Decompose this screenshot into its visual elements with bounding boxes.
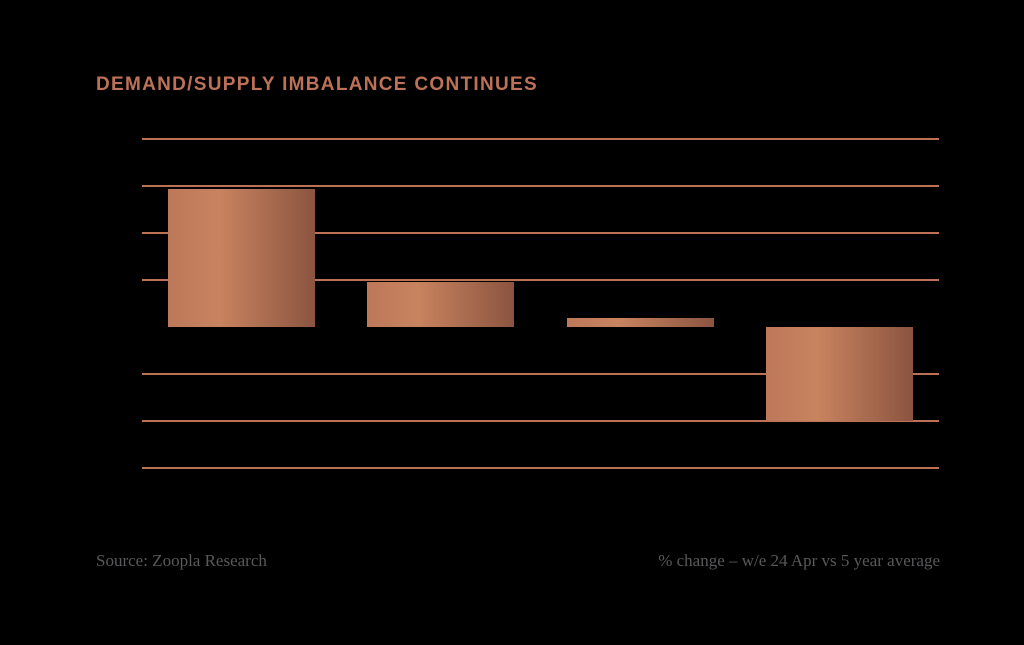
gridline	[142, 138, 939, 140]
gridline	[142, 232, 939, 234]
chart-title: DEMAND/SUPPLY IMBALANCE CONTINUES	[96, 74, 538, 95]
gridline	[142, 420, 939, 422]
source-note: Source: Zoopla Research	[96, 551, 267, 570]
chart-footer: Source: Zoopla Research % change – w/e 2…	[96, 551, 940, 571]
gridline	[142, 467, 939, 469]
gridline	[142, 279, 939, 281]
bar	[566, 317, 714, 327]
gridline	[142, 373, 939, 375]
bar	[367, 282, 515, 327]
gridline	[142, 185, 939, 187]
axis-caption: % change – w/e 24 Apr vs 5 year average	[658, 551, 940, 570]
plot-area	[142, 138, 939, 469]
bar	[765, 327, 913, 421]
bar	[168, 189, 316, 327]
